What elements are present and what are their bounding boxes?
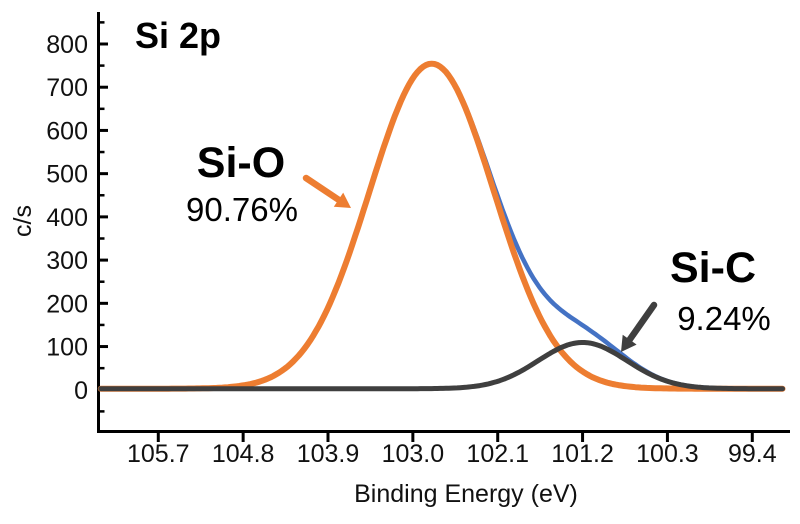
chart-title: Si 2p — [135, 15, 221, 56]
si-c-percent-label: 9.24% — [677, 300, 771, 337]
x-tick-label: 102.1 — [466, 440, 529, 468]
si-c-peak-label: Si-C — [670, 244, 756, 292]
y-tick-label: 400 — [46, 204, 88, 232]
si-c-arrow-shaft — [625, 301, 658, 345]
y-tick-label: 500 — [46, 161, 88, 189]
y-tick-label: 100 — [46, 334, 88, 362]
si-c-arrow-head — [621, 334, 637, 352]
x-tick-label: 103.9 — [297, 440, 360, 468]
si-o-arrow-shaft — [302, 174, 344, 205]
x-tick-label: 103.0 — [382, 440, 445, 468]
curves-group — [97, 60, 786, 392]
si-c-curve — [98, 340, 785, 392]
y-tick-label: 700 — [46, 74, 88, 102]
y-tick-label: 800 — [46, 31, 88, 59]
x-tick-label: 100.3 — [636, 440, 699, 468]
y-axis-title: c/s — [9, 205, 37, 237]
annotation-arrows-group — [302, 174, 658, 352]
y-tick-label: 600 — [46, 117, 88, 145]
x-axis-title: Binding Energy (eV) — [354, 480, 578, 508]
si-o-arrow-head — [333, 192, 351, 208]
si-o-percent-label: 90.76% — [186, 191, 298, 228]
y-tick-label: 300 — [46, 247, 88, 275]
axes-group: 0 100 200 300 400 500 600 700 800 105.7 104.8 103.9… — [46, 12, 790, 468]
x-tick-label: 101.2 — [551, 440, 614, 468]
x-tick-label: 105.7 — [127, 440, 190, 468]
y-tick-label: 0 — [74, 377, 88, 405]
x-tick-label: 99.4 — [728, 440, 777, 468]
x-tick-label: 104.8 — [212, 440, 275, 468]
si-o-peak-label: Si-O — [197, 139, 285, 187]
y-tick-label: 200 — [46, 290, 88, 318]
